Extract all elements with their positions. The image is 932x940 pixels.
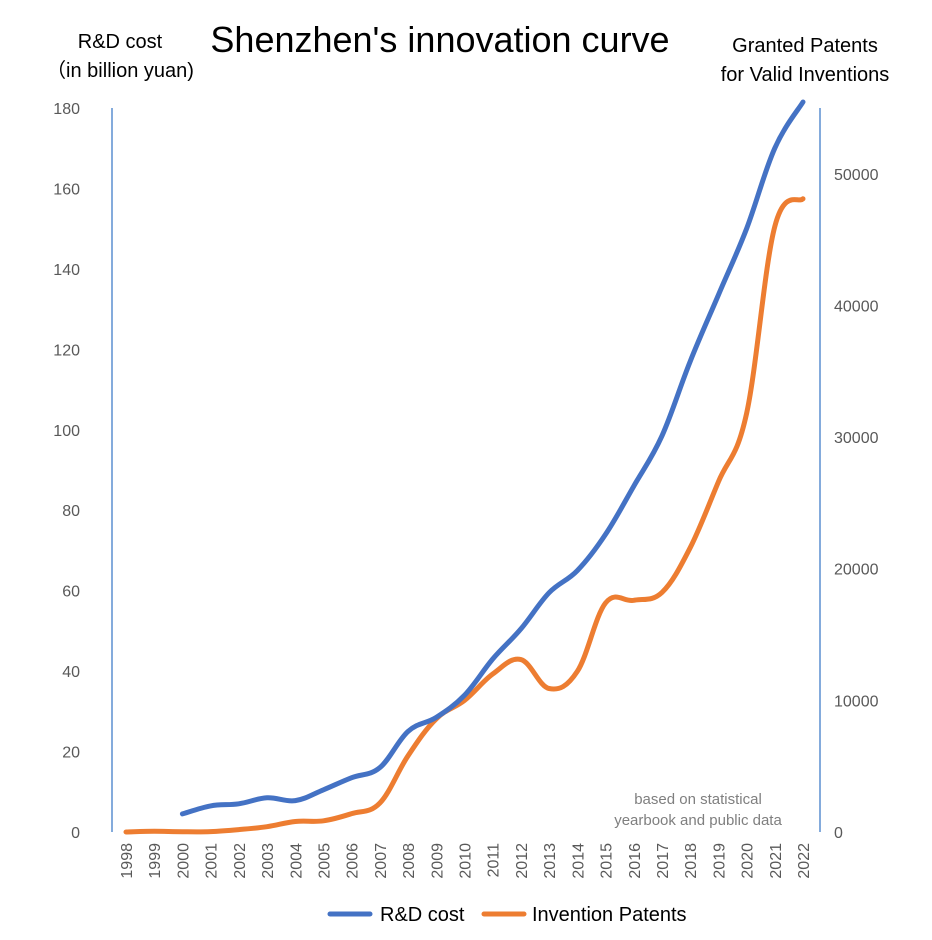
x-tick-label: 2021	[768, 843, 785, 879]
y-left-tick-labels: 0 20 40 60 80 100 120 140 160 180	[53, 101, 80, 842]
x-tick-label: 2012	[514, 843, 531, 879]
y-left-tick-label: 140	[53, 262, 80, 279]
y-right-tick-label: 0	[834, 825, 843, 842]
x-tick-label: 2010	[458, 843, 475, 879]
x-tick-labels: 1998 1999 2000 2001 2002 2003 2004 2005 2006 2007…	[119, 843, 813, 879]
y-left-axis-title-line2: （in billion yuan)	[46, 59, 194, 82]
y-right-axis-title-line2: for Valid Inventions	[721, 64, 890, 86]
y-left-tick-label: 40	[62, 664, 80, 681]
y-right-tick-label: 10000	[834, 693, 879, 710]
y-left-tick-label: 160	[53, 181, 80, 198]
x-tick-label: 2018	[683, 843, 700, 879]
y-left-tick-label: 80	[62, 503, 80, 520]
x-tick-label: 2004	[288, 843, 305, 879]
y-left-tick-label: 180	[53, 101, 80, 118]
source-note-line1: based on statistical	[634, 791, 762, 808]
y-right-tick-label: 20000	[834, 562, 879, 579]
legend: R&D cost Invention Patents	[327, 904, 687, 926]
x-tick-label: 2013	[542, 843, 559, 879]
x-tick-label: 2015	[599, 843, 616, 879]
x-tick-label: 2022	[796, 843, 813, 879]
x-tick-label: 2003	[260, 843, 277, 879]
x-tick-label: 2007	[373, 843, 390, 879]
y-left-tick-label: 20	[62, 745, 80, 762]
series-lines	[123, 99, 806, 835]
x-tick-label: 2016	[627, 843, 644, 879]
y-left-axis-title-line1: R&D cost	[78, 31, 163, 53]
x-tick-label: 2002	[232, 843, 249, 879]
x-tick-label: 2000	[175, 843, 192, 879]
y-left-tick-label: 120	[53, 342, 80, 359]
x-tick-label: 2020	[740, 843, 757, 879]
source-note-line2: yearbook and public data	[614, 812, 782, 829]
x-tick-label: 2019	[711, 843, 728, 879]
chart-title: Shenzhen's innovation curve	[210, 19, 669, 60]
legend-label: R&D cost	[380, 904, 465, 926]
x-tick-label: 2008	[401, 843, 418, 879]
y-right-tick-label: 50000	[834, 167, 879, 184]
x-tick-label: 2006	[345, 843, 362, 879]
x-tick-label: 1999	[147, 843, 164, 879]
x-tick-label: 2005	[316, 843, 333, 879]
x-tick-label: 2017	[655, 843, 672, 879]
x-tick-label: 2001	[204, 843, 221, 879]
y-right-axis-title-line1: Granted Patents	[732, 35, 878, 57]
y-left-tick-label: 0	[71, 825, 80, 842]
x-tick-label: 2011	[486, 843, 503, 878]
series-line-rd-cost	[179, 99, 806, 817]
y-right-tick-labels: 0 10000 20000 30000 40000 50000	[834, 167, 879, 842]
y-right-tick-label: 40000	[834, 298, 879, 315]
y-left-tick-label: 60	[62, 584, 80, 601]
y-left-tick-label: 100	[53, 423, 80, 440]
x-tick-label: 2009	[429, 843, 446, 879]
legend-label: Invention Patents	[532, 904, 687, 926]
y-right-tick-label: 30000	[834, 430, 879, 447]
x-tick-label: 2014	[570, 843, 587, 879]
series-line-invention-patents	[123, 196, 806, 835]
x-tick-label: 1998	[119, 843, 136, 879]
